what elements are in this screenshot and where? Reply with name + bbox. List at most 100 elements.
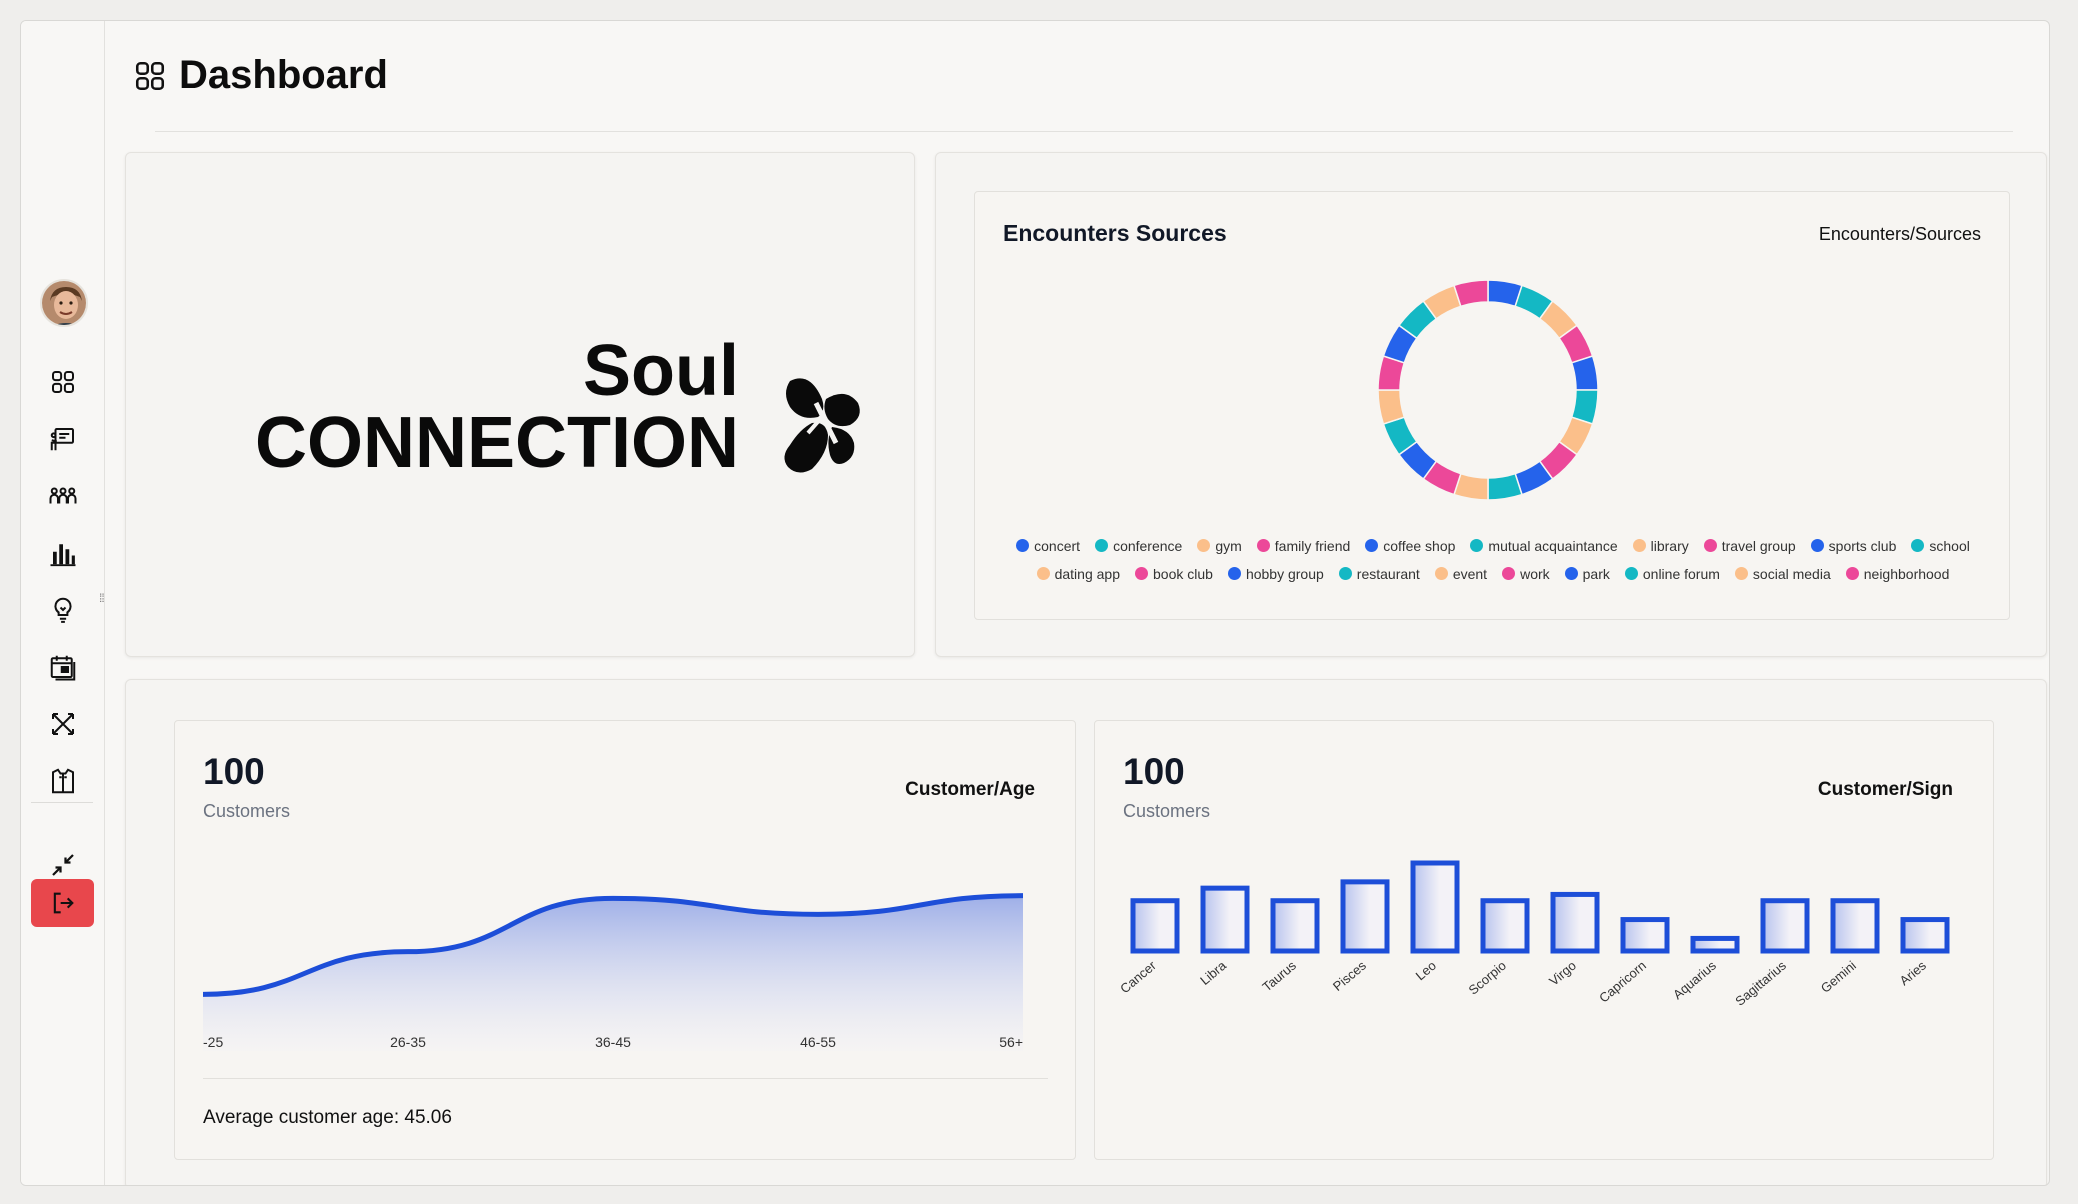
encounters-card: Encounters Sources Encounters/Sources co… [935,152,2047,657]
legend-item[interactable]: concert [1016,537,1080,554]
legend-label: restaurant [1356,565,1420,582]
customer-sign-bar-chart: Cancer Libra Taurus Pisces Leo Scorpio Virgo Ca… [1117,860,1950,1009]
user-avatar[interactable] [40,279,88,327]
legend-item[interactable]: event [1434,565,1488,582]
legend-swatch [1624,567,1638,580]
age-tick-label: 26-35 [390,1034,426,1050]
sign-bar[interactable] [1270,898,1320,954]
legend-swatch [1434,567,1448,580]
legend-item[interactable]: gym [1197,537,1242,554]
calendar-icon[interactable] [44,648,82,686]
sign-chart-title: Customer/Sign [1817,779,1953,800]
legend-item[interactable]: hobby group [1227,565,1324,582]
sign-bar[interactable] [1760,898,1810,954]
donut-slice[interactable] [1570,355,1599,391]
legend-swatch [1911,539,1925,552]
legend-item[interactable]: social media [1734,565,1831,582]
presentation-icon[interactable] [44,420,82,458]
age-tick-label: 56+ [999,1034,1023,1050]
encounters-legend: concert conference gym family friend coffee … [1015,537,1971,582]
legend-item[interactable]: mutual acquaintance [1470,537,1618,554]
sign-bar[interactable] [1830,898,1880,954]
sign-tick-label: Gemini [1818,958,1859,996]
legend-swatch [1016,539,1030,552]
sign-tick-label: Aries [1897,957,1930,988]
sign-bar[interactable] [1410,860,1460,954]
legend-label: dating app [1054,565,1120,582]
legend-item[interactable]: book club [1135,565,1213,582]
logout-icon [53,892,74,914]
legend-item[interactable]: sports club [1810,537,1896,554]
legend-label: hobby group [1245,565,1324,582]
users-icon[interactable] [44,477,82,515]
grid-icon[interactable] [44,363,82,401]
legend-swatch [1845,567,1859,580]
grid-icon [135,61,165,91]
legend-swatch [1135,567,1148,580]
resize-handle-icon[interactable]: ⁞⁞ [99,591,105,605]
sign-tick-label: Sagittarius [1732,957,1789,1008]
sidebar [21,21,105,1185]
legend-item[interactable]: park [1564,565,1610,582]
legend-item[interactable]: library [1632,537,1689,554]
age-customer-count: 100 [203,751,265,792]
average-age-text: Average customer age: 45.06 [203,1107,452,1128]
sign-tick-label: Cancer [1117,957,1159,996]
donut-slice[interactable] [1487,472,1523,501]
minimize-icon[interactable] [44,846,82,884]
legend-swatch [1365,539,1379,552]
legend-swatch [1734,567,1748,580]
legend-label: school [1929,537,1970,554]
sign-tick-label: Taurus [1259,957,1299,994]
legend-swatch [1338,567,1352,580]
arrows-icon[interactable] [44,705,82,743]
age-tick-label: -25 [203,1034,223,1050]
sign-bar[interactable] [1620,917,1670,954]
legend-swatch [1564,567,1578,580]
sign-bar[interactable] [1900,917,1950,954]
donut-slice[interactable] [1377,389,1406,425]
legend-item[interactable]: coffee shop [1365,537,1455,554]
legend-label: concert [1034,537,1081,554]
age-customer-label: Customers [203,801,291,821]
legend-label: conference [1113,537,1183,554]
legend-item[interactable]: online forum [1624,565,1720,582]
encounters-subtitle: Encounters/Sources [1818,224,1981,244]
legend-item[interactable]: dating app [1036,565,1120,582]
legend-label: event [1452,565,1488,582]
sign-bar[interactable] [1550,891,1600,954]
sign-bar[interactable] [1480,898,1530,954]
legend-item[interactable]: family friend [1256,537,1350,554]
sign-bar[interactable] [1340,879,1390,954]
title-divider [155,131,2013,132]
logout-button[interactable] [31,879,94,927]
logo-line-connection: CONNECTION [255,403,739,483]
legend-item[interactable]: restaurant [1338,565,1420,582]
legend-swatch [1095,539,1109,552]
legend-item[interactable]: conference [1095,537,1182,554]
donut-slice[interactable] [1453,279,1489,308]
legend-label: coffee shop [1383,537,1456,554]
legend-label: library [1650,537,1689,554]
legend-item[interactable]: school [1911,537,1970,554]
legend-swatch [1470,539,1484,552]
sign-tick-label: Leo [1413,958,1439,983]
sign-bar[interactable] [1200,885,1250,954]
sign-customer-label: Customers [1123,801,1211,821]
sign-tick-label: Aquarius [1670,957,1719,1002]
legend-label: social media [1752,565,1831,582]
logo-card: Soul CONNECTION [125,152,915,657]
legend-label: park [1582,565,1610,582]
customer-sign-panel: 100 Customers Customer/Sign Cancer Libra T… [1094,720,1994,1160]
legend-item[interactable]: travel group [1703,537,1796,554]
legend-label: gym [1215,537,1242,554]
sign-bar[interactable] [1690,935,1740,954]
sign-bar[interactable] [1130,898,1180,954]
legend-item[interactable]: work [1502,565,1550,582]
bar-chart-icon[interactable] [44,534,82,572]
legend-label: work [1520,565,1550,582]
legend-item[interactable]: neighborhood [1845,565,1949,582]
sign-tick-label: Libra [1197,957,1229,988]
shirt-icon[interactable] [44,762,82,800]
lightbulb-icon[interactable] [44,591,82,629]
